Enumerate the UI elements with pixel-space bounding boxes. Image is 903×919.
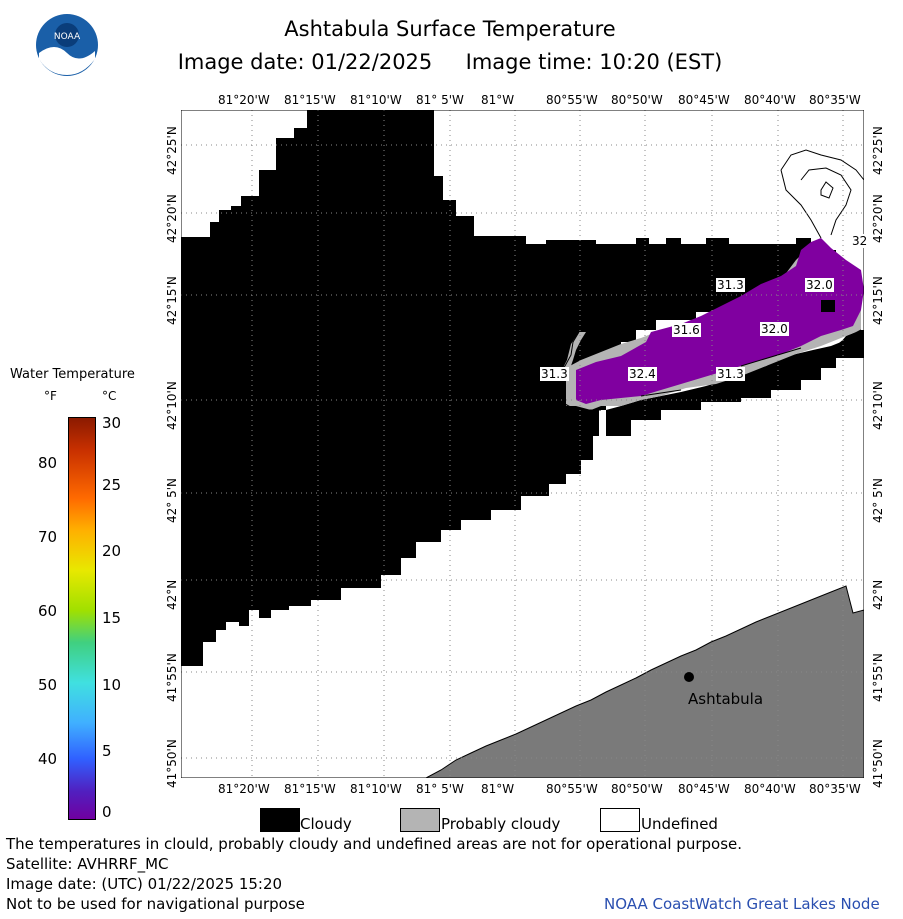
axis-tick-label: 80°40'W: [744, 782, 796, 796]
legend-swatch-cloudy: [260, 808, 300, 832]
axis-tick-label: 80°40'W: [744, 93, 796, 107]
legend-f-tick: 40: [38, 750, 58, 768]
sst-purple-area: [576, 238, 864, 404]
axis-tick-label: 81°15'W: [284, 93, 336, 107]
footer-navigation-warning: Not to be used for navigational purpose: [6, 895, 305, 913]
legend-swatch-undefined: [600, 808, 640, 832]
axis-tick-label: 42°N: [165, 579, 179, 610]
axis-tick-label: 80°50'W: [611, 93, 663, 107]
legend-title: Water Temperature: [10, 367, 135, 382]
temperature-label: 31.6: [672, 323, 701, 337]
axis-tick-label: 41°50'N: [871, 739, 885, 788]
temperature-label: 31.3: [540, 367, 569, 381]
legend-unit-f: °F: [44, 389, 57, 403]
axis-tick-label: 80°55'W: [546, 93, 598, 107]
temperature-label: 32.4: [628, 367, 657, 381]
axis-tick-label: 42° 5'N: [871, 478, 885, 523]
footer-satellite: Satellite: AVHRRF_MC: [6, 855, 169, 873]
legend-label-undefined: Undefined: [641, 815, 718, 833]
axis-tick-label: 41°55'N: [871, 653, 885, 702]
axis-tick-label: 42°20'N: [165, 194, 179, 243]
legend-label-cloudy: Cloudy: [300, 815, 352, 833]
axis-tick-label: 42°15'N: [165, 276, 179, 325]
city-marker: [684, 672, 694, 682]
legend-c-tick: 5: [102, 742, 112, 760]
contour-line: [640, 329, 862, 397]
axis-tick-label: 41°50'N: [165, 739, 179, 788]
axis-tick-label: 42°20'N: [871, 194, 885, 243]
axis-tick-label: 42° 5'N: [165, 478, 179, 523]
axis-tick-label: 80°50'W: [611, 782, 663, 796]
legend-swatch-probably-cloudy: [400, 808, 440, 832]
footer-image-date: Image date: (UTC) 01/22/2025 15:20: [6, 875, 283, 893]
legend-c-tick: 25: [102, 476, 122, 494]
temperature-label: 31.3: [716, 367, 745, 381]
legend-c-tick: 10: [102, 676, 122, 694]
temperature-label: 32.0: [760, 322, 789, 336]
axis-tick-label: 80°45'W: [678, 782, 730, 796]
temperature-label: 32: [851, 234, 869, 248]
page-title: Ashtabula Surface Temperature: [284, 17, 616, 41]
land-area: [425, 585, 864, 778]
axis-tick-label: 81°W: [481, 782, 515, 796]
axis-tick-label: 81° 5'W: [416, 93, 464, 107]
legend-c-tick: 15: [102, 609, 122, 627]
legend-f-tick: 50: [38, 676, 58, 694]
axis-tick-label: 81°20'W: [218, 93, 270, 107]
footer-disclaimer: The temperatures in clould, probably clo…: [6, 835, 743, 853]
axis-tick-label: 42°10'N: [165, 381, 179, 430]
image-date-time: Image date: 01/22/2025 Image time: 10:20…: [177, 50, 723, 74]
cloud-pixel: [821, 300, 835, 312]
axis-tick-label: 80°35'W: [809, 93, 861, 107]
axis-tick-label: 80°55'W: [546, 782, 598, 796]
footer-credit: NOAA CoastWatch Great Lakes Node: [604, 895, 880, 913]
axis-tick-label: 81°20'W: [218, 782, 270, 796]
temperature-label: 32.0: [805, 278, 834, 292]
contour-line: [800, 167, 852, 236]
legend-f-tick: 60: [38, 602, 58, 620]
legend-c-tick: 20: [102, 542, 122, 560]
city-label: Ashtabula: [688, 690, 764, 708]
axis-tick-label: 42°10'N: [871, 381, 885, 430]
axis-tick-label: 42°N: [871, 579, 885, 610]
axis-tick-label: 81°10'W: [350, 93, 402, 107]
legend-f-tick: 80: [38, 454, 58, 472]
contour-line: [820, 181, 834, 199]
axis-tick-label: 80°35'W: [809, 782, 861, 796]
axis-tick-label: 41°55'N: [165, 653, 179, 702]
noaa-logo: NOAA: [36, 14, 98, 76]
axis-tick-label: 42°15'N: [871, 276, 885, 325]
contour-line: [780, 149, 864, 239]
axis-tick-label: 80°45'W: [678, 93, 730, 107]
axis-tick-label: 81°15'W: [284, 782, 336, 796]
cloudy-area: [181, 110, 836, 666]
legend-colorbar: [68, 417, 96, 820]
cloudy-strip: [606, 330, 864, 436]
legend-unit-c: °C: [102, 389, 117, 403]
temperature-map: [181, 110, 864, 778]
legend-c-tick: 0: [102, 803, 112, 821]
axis-tick-label: 81°W: [481, 93, 515, 107]
legend-c-tick: 30: [102, 414, 122, 432]
temperature-label: 31.3: [716, 278, 745, 292]
logo-text: NOAA: [54, 32, 81, 42]
legend-label-probably-cloudy: Probably cloudy: [441, 815, 561, 833]
axis-tick-label: 42°25'N: [165, 126, 179, 175]
axis-tick-label: 81°10'W: [350, 782, 402, 796]
axis-tick-label: 42°25'N: [871, 126, 885, 175]
legend-f-tick: 70: [38, 528, 58, 546]
axis-tick-label: 81° 5'W: [416, 782, 464, 796]
